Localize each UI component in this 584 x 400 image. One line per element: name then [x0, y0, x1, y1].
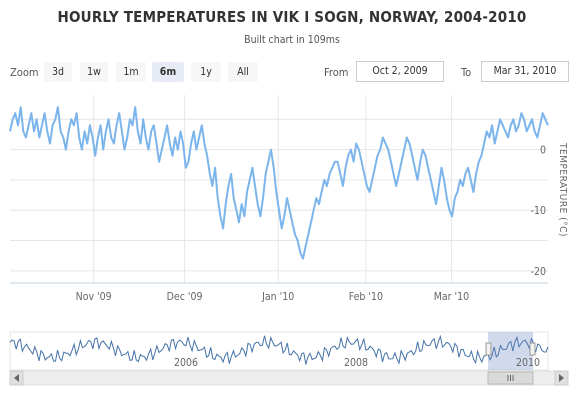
zoom-6m-button[interactable]: 6m	[152, 62, 184, 82]
x-tick-label: Nov '09	[76, 291, 112, 303]
zoom-1w-button[interactable]: 1w	[80, 62, 108, 82]
chart-title: HOURLY TEMPERATURES IN VIK I SOGN, NORWA…	[57, 8, 527, 26]
to-label: To	[461, 66, 472, 79]
zoom-1m-button[interactable]: 1m	[116, 62, 146, 82]
arrow-right-icon	[559, 374, 564, 382]
y-axis-ticks: 0 -10 -20	[531, 145, 546, 278]
y-tick-label: 0	[540, 145, 546, 157]
zoom-3d-button[interactable]: 3d	[44, 62, 72, 82]
to-date-input[interactable]: Mar 31, 2010	[481, 61, 569, 82]
x-tick-label: Feb '10	[349, 291, 383, 303]
series-line-temperature	[9, 106, 549, 260]
scrollbar[interactable]	[9, 370, 569, 386]
navigator[interactable]: 2006 2008 2010	[9, 331, 549, 371]
y-tick-label: -20	[531, 266, 546, 278]
navigator-series-line	[9, 334, 549, 365]
horizontal-gridlines	[10, 118, 548, 272]
y-axis-label: TEMPERATURE (°C)	[557, 142, 568, 237]
navigator-year-label: 2006	[174, 357, 198, 369]
from-date-input[interactable]: Oct 2, 2009	[356, 61, 444, 82]
navigator-frame	[9, 331, 549, 371]
x-tick-label: Mar '10	[434, 291, 469, 303]
navigator-left-handle[interactable]	[485, 342, 492, 356]
from-label: From	[324, 66, 349, 79]
vertical-gridlines	[93, 95, 452, 283]
scrollbar-track[interactable]	[9, 370, 569, 386]
chart-subtitle: Built chart in 109ms	[244, 34, 340, 46]
navigator-year-label: 2008	[344, 357, 368, 369]
x-tick-label: Dec '09	[167, 291, 203, 303]
navigator-year-label: 2010	[516, 357, 540, 369]
x-tick-label: Jan '10	[261, 291, 294, 303]
navigator-right-handle[interactable]	[529, 342, 536, 356]
x-axis-ticks: Nov '09 Dec '09 Jan '10 Feb '10 Mar '10	[10, 282, 548, 303]
grip-icon	[507, 375, 514, 381]
arrow-left-icon	[14, 374, 19, 382]
zoom-label: Zoom	[10, 66, 39, 79]
zoom-all-button[interactable]: All	[228, 62, 258, 82]
y-tick-label: -10	[531, 205, 546, 217]
navigator-selected-range[interactable]	[488, 332, 533, 370]
zoom-1y-button[interactable]: 1y	[191, 62, 221, 82]
